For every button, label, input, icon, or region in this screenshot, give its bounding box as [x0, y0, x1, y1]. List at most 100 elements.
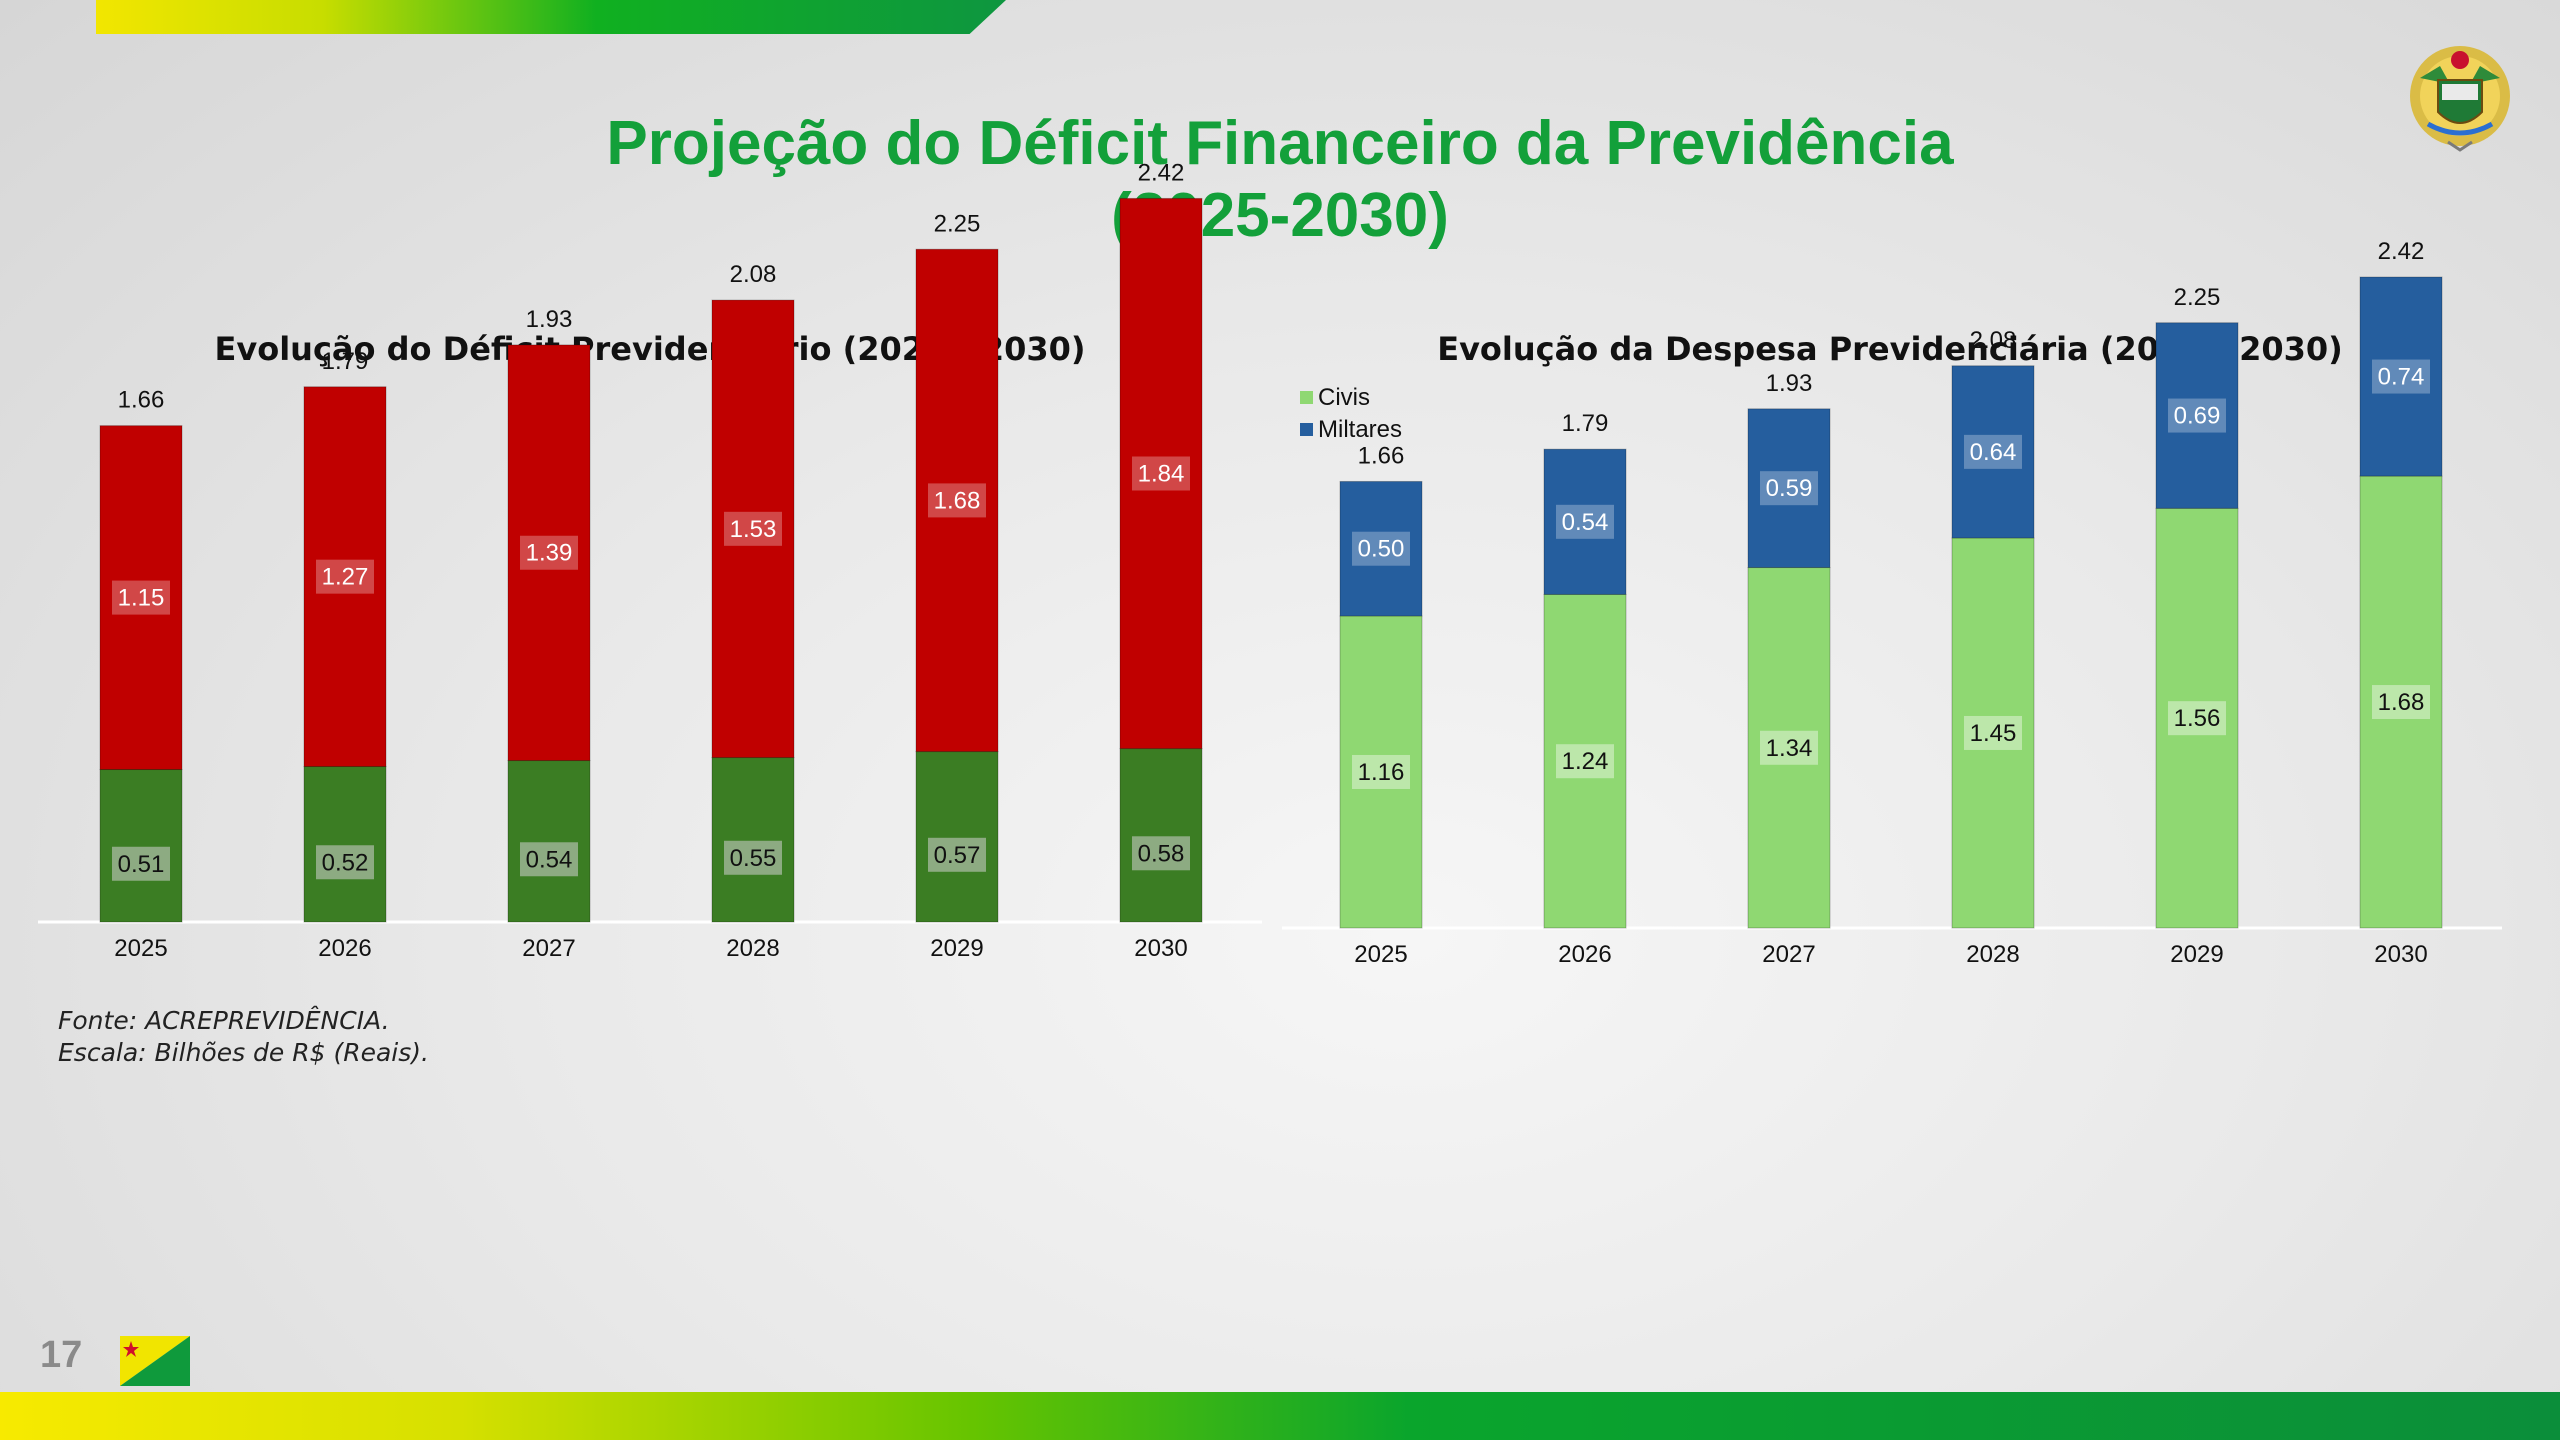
deficit-bar-series0-2026 [303, 766, 387, 923]
expense-bar-miltares-2030 [2359, 276, 2443, 477]
expense-category-label-2030: 2030 [2374, 941, 2427, 968]
expense-data-label-2029-0: 1.56 [2174, 705, 2221, 732]
deficit-bar-series1-2030 [1119, 197, 1203, 750]
expense-data-label-box-2026-1 [1556, 504, 1614, 539]
expense-total-label-2030: 2.42 [2378, 238, 2425, 265]
expense-total-label-2029: 2.25 [2174, 284, 2221, 311]
deficit-data-label-box-2027-1 [520, 535, 578, 570]
expense-data-label-box-2027-0 [1760, 730, 1818, 765]
expense-bar-civis-2029 [2155, 507, 2239, 929]
expense-total-label-2026: 1.79 [1562, 410, 1609, 437]
expense-data-label-box-2029-0 [2168, 701, 2226, 736]
expense-bar-miltares-2026 [1543, 448, 1627, 595]
deficit-data-label-box-2030-0 [1132, 836, 1190, 871]
expense-data-label-2025-0: 1.16 [1358, 759, 1405, 786]
expense-data-label-box-2025-0 [1352, 754, 1410, 789]
expense-bar-civis-2027 [1747, 567, 1831, 929]
deficit-data-label-2026-1: 1.27 [322, 564, 369, 591]
deficit-data-label-2026-0: 0.52 [322, 849, 369, 876]
expense-chart: 1.16 0.50 1.66 2025 1.24 0.54 1.79 2026 1.34 0.59… [1282, 238, 2502, 968]
deficit-bar-series1-2025 [99, 425, 183, 771]
expense-data-label-box-2026-0 [1556, 744, 1614, 779]
expense-category-label-2029: 2029 [2170, 941, 2223, 968]
expense-bar-miltares-2027 [1747, 408, 1831, 569]
expense-data-label-box-2030-1 [2372, 359, 2430, 394]
expense-bar-miltares-2029 [2155, 322, 2239, 509]
expense-bar-miltares-2025 [1339, 480, 1423, 617]
deficit-data-label-2030-1: 1.84 [1138, 461, 1185, 488]
deficit-category-label-2027: 2027 [522, 935, 575, 962]
legend-swatch-civis [1300, 391, 1313, 404]
expense-data-label-2028-0: 1.45 [1970, 720, 2017, 747]
deficit-data-label-2025-1: 1.15 [118, 585, 165, 612]
expense-data-label-2027-0: 1.34 [1766, 735, 1813, 762]
deficit-data-label-2027-0: 0.54 [526, 846, 573, 873]
page-title-line1: Projeção do Déficit Financeiro da Previd… [606, 109, 1954, 178]
deficit-data-label-box-2025-1 [112, 580, 170, 615]
deficit-chart: 0.51 1.15 1.66 2025 0.52 1.27 1.79 2026 0.54 1.39… [38, 159, 1262, 962]
expense-data-label-box-2028-0 [1964, 715, 2022, 750]
deficit-data-label-box-2030-1 [1132, 456, 1190, 491]
deficit-data-label-box-2026-0 [316, 845, 374, 880]
top-accent-bar [96, 0, 1006, 34]
deficit-bar-series1-2028 [711, 299, 795, 759]
deficit-category-label-2025: 2025 [114, 935, 167, 962]
deficit-data-label-box-2028-0 [724, 840, 782, 875]
expense-category-label-2026: 2026 [1558, 941, 1611, 968]
expense-category-label-2028: 2028 [1966, 941, 2019, 968]
expense-data-label-2030-0: 1.68 [2378, 689, 2425, 716]
deficit-data-label-2028-1: 1.53 [730, 516, 777, 543]
expense-bar-civis-2026 [1543, 593, 1627, 929]
bottom-accent-bar [0, 1392, 2560, 1440]
source-note: Fonte: ACREPREVIDÊNCIA. [58, 1006, 390, 1035]
deficit-data-label-2029-0: 0.57 [934, 842, 981, 869]
page-number: 17 [40, 1334, 83, 1376]
charts-canvas: 0.51 1.15 1.66 2025 0.52 1.27 1.79 2026 0.54 1.39… [38, 159, 2502, 968]
deficit-bar-series1-2029 [915, 248, 999, 753]
deficit-data-label-box-2025-0 [112, 846, 170, 881]
expense-bar-civis-2025 [1339, 615, 1423, 929]
deficit-bar-series0-2027 [507, 760, 591, 923]
deficit-data-label-box-2027-0 [520, 842, 578, 877]
expense-data-label-2025-1: 0.50 [1358, 536, 1405, 563]
deficit-category-label-2029: 2029 [930, 935, 983, 962]
expense-data-label-2030-1: 0.74 [2378, 364, 2425, 391]
deficit-data-label-2025-0: 0.51 [118, 851, 165, 878]
deficit-bar-series0-2029 [915, 751, 999, 923]
deficit-data-label-box-2028-1 [724, 511, 782, 546]
expense-total-label-2025: 1.66 [1358, 442, 1405, 469]
acre-flag-icon [120, 1336, 190, 1386]
legend-label-miltares: Miltares [1318, 416, 1402, 443]
deficit-total-label-2029: 2.25 [934, 210, 981, 237]
expense-bar-miltares-2028 [1951, 365, 2035, 539]
expense-bar-civis-2030 [2359, 475, 2443, 929]
deficit-bar-series0-2028 [711, 757, 795, 923]
expense-data-label-box-2028-1 [1964, 434, 2022, 469]
deficit-data-label-2030-0: 0.58 [1138, 840, 1185, 867]
deficit-bar-series1-2027 [507, 344, 591, 762]
deficit-data-label-box-2026-1 [316, 559, 374, 594]
deficit-total-label-2028: 2.08 [730, 261, 777, 288]
expense-data-label-box-2027-1 [1760, 471, 1818, 506]
legend-label-civis: Civis [1318, 384, 1370, 411]
deficit-total-label-2027: 1.93 [526, 306, 573, 333]
deficit-data-label-2028-0: 0.55 [730, 845, 777, 872]
expense-data-label-2028-1: 0.64 [1970, 439, 2017, 466]
deficit-total-label-2030: 2.42 [1138, 159, 1185, 186]
expense-data-label-2026-0: 1.24 [1562, 748, 1609, 775]
expense-data-label-2026-1: 0.54 [1562, 509, 1609, 536]
expense-data-label-box-2030-0 [2372, 685, 2430, 720]
scale-note: Escala: Bilhões de R$ (Reais). [58, 1038, 429, 1067]
deficit-category-label-2026: 2026 [318, 935, 371, 962]
expense-data-label-box-2029-1 [2168, 398, 2226, 433]
deficit-category-label-2030: 2030 [1134, 935, 1187, 962]
expense-total-label-2027: 1.93 [1766, 370, 1813, 397]
deficit-total-label-2025: 1.66 [118, 387, 165, 414]
deficit-bar-series1-2026 [303, 386, 387, 768]
deficit-data-label-2027-1: 1.39 [526, 540, 573, 567]
deficit-data-label-box-2029-1 [928, 483, 986, 518]
expense-data-label-box-2025-1 [1352, 531, 1410, 566]
expense-data-label-2027-1: 0.59 [1766, 475, 1813, 502]
deficit-bar-series0-2030 [1119, 748, 1203, 923]
expense-total-label-2028: 2.08 [1970, 327, 2017, 354]
